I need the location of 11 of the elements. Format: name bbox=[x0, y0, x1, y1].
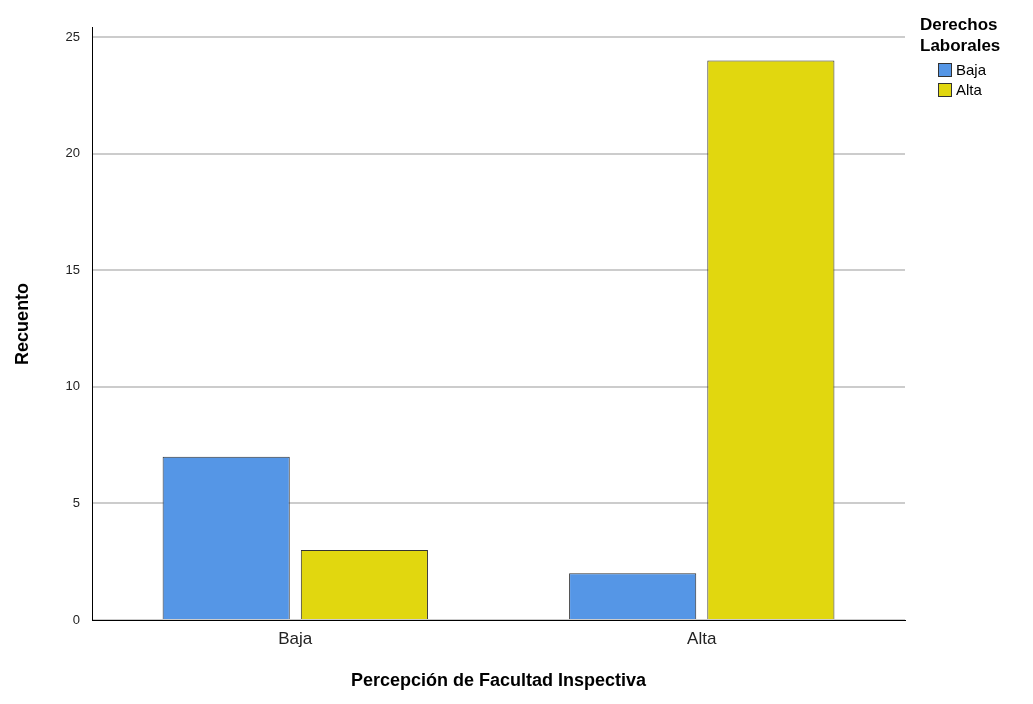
y-tick-label: 25 bbox=[65, 28, 81, 44]
y-tick-label: 5 bbox=[72, 495, 81, 510]
y-axis-title: Recuento bbox=[11, 282, 32, 365]
y-tick-label: 0 bbox=[72, 611, 81, 627]
y-tick-label: 15 bbox=[65, 261, 81, 277]
x-axis-title: Percepción de Facultad Inspectiva bbox=[350, 670, 648, 691]
y-tick-label: 20 bbox=[65, 145, 81, 161]
legend-label: Baja bbox=[956, 60, 987, 80]
legend-title: Derechos Laborales bbox=[920, 14, 1002, 56]
y-tick-label: 10 bbox=[65, 378, 81, 394]
legend-label: Alta bbox=[956, 80, 982, 100]
